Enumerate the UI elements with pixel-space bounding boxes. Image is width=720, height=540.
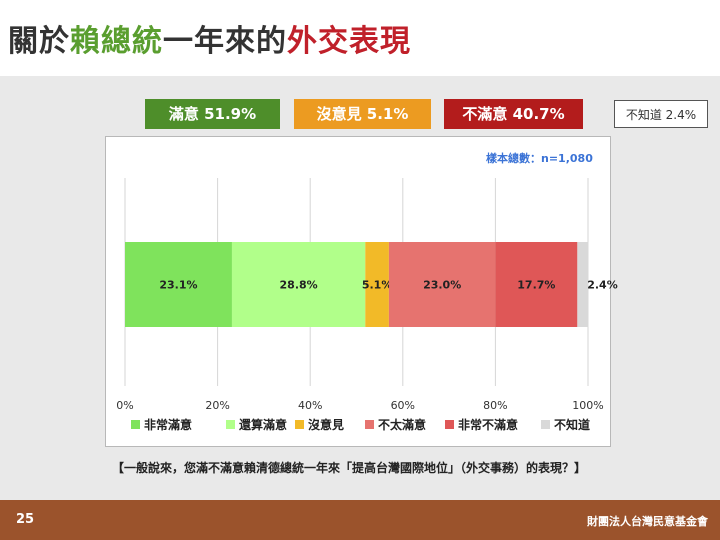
data-label: 23.1% xyxy=(159,279,197,292)
footer-bar xyxy=(0,500,720,540)
x-tick-label: 60% xyxy=(391,399,415,412)
legend-label: 非常不滿意 xyxy=(458,417,518,432)
survey-question: 【一般說來，您滿不滿意賴清德總統一年來「提高台灣國際地位」（外交事務）的表現？】 xyxy=(112,461,587,475)
legend-swatch xyxy=(226,420,235,429)
data-label: 28.8% xyxy=(280,279,318,292)
legend-label: 不太滿意 xyxy=(378,417,426,432)
title-bar xyxy=(0,0,720,76)
legend-swatch xyxy=(445,420,454,429)
title-part2: 賴總統 xyxy=(70,24,163,59)
bar-segment xyxy=(388,242,496,327)
satisfied-summary: 滿意 51.9% xyxy=(145,99,280,129)
page-number: 25 xyxy=(16,512,35,527)
legend-label: 還算滿意 xyxy=(239,417,287,432)
legend-swatch xyxy=(365,420,374,429)
bar-segment xyxy=(125,242,232,327)
organization-name: 財團法人台灣民意基金會 xyxy=(587,515,708,528)
unknown-summary: 不知道 2.4% xyxy=(614,100,708,128)
sample-size: 樣本總數：n=1,080 xyxy=(486,152,593,165)
x-tick-label: 0% xyxy=(116,399,133,412)
legend-swatch xyxy=(131,420,140,429)
title-part1: 關於 xyxy=(8,24,70,59)
legend-label: 不知道 xyxy=(554,417,590,432)
legend-swatch xyxy=(295,420,304,429)
x-tick-label: 20% xyxy=(205,399,229,412)
data-label: 23.0% xyxy=(423,279,461,292)
no-opinion-summary: 沒意見 5.1% xyxy=(294,99,431,129)
bar-segment xyxy=(231,242,366,327)
title-part4: 外交表現 xyxy=(287,24,411,59)
bar-segment xyxy=(577,242,589,327)
x-tick-label: 80% xyxy=(483,399,507,412)
x-tick-label: 100% xyxy=(572,399,603,412)
data-label: 2.4% xyxy=(587,279,618,292)
legend-swatch xyxy=(541,420,550,429)
legend-label: 沒意見 xyxy=(308,417,344,432)
dissatisfied-summary: 不滿意 40.7% xyxy=(444,99,583,129)
bar-segment xyxy=(495,242,578,327)
data-label: 5.1% xyxy=(362,279,393,292)
x-tick-label: 40% xyxy=(298,399,322,412)
bar-segment xyxy=(365,242,389,327)
title-part3: 一年來的 xyxy=(163,24,287,59)
data-label: 17.7% xyxy=(517,279,555,292)
slide-title: 關於賴總統一年來的外交表現 xyxy=(8,16,411,60)
legend-label: 非常滿意 xyxy=(144,417,192,432)
